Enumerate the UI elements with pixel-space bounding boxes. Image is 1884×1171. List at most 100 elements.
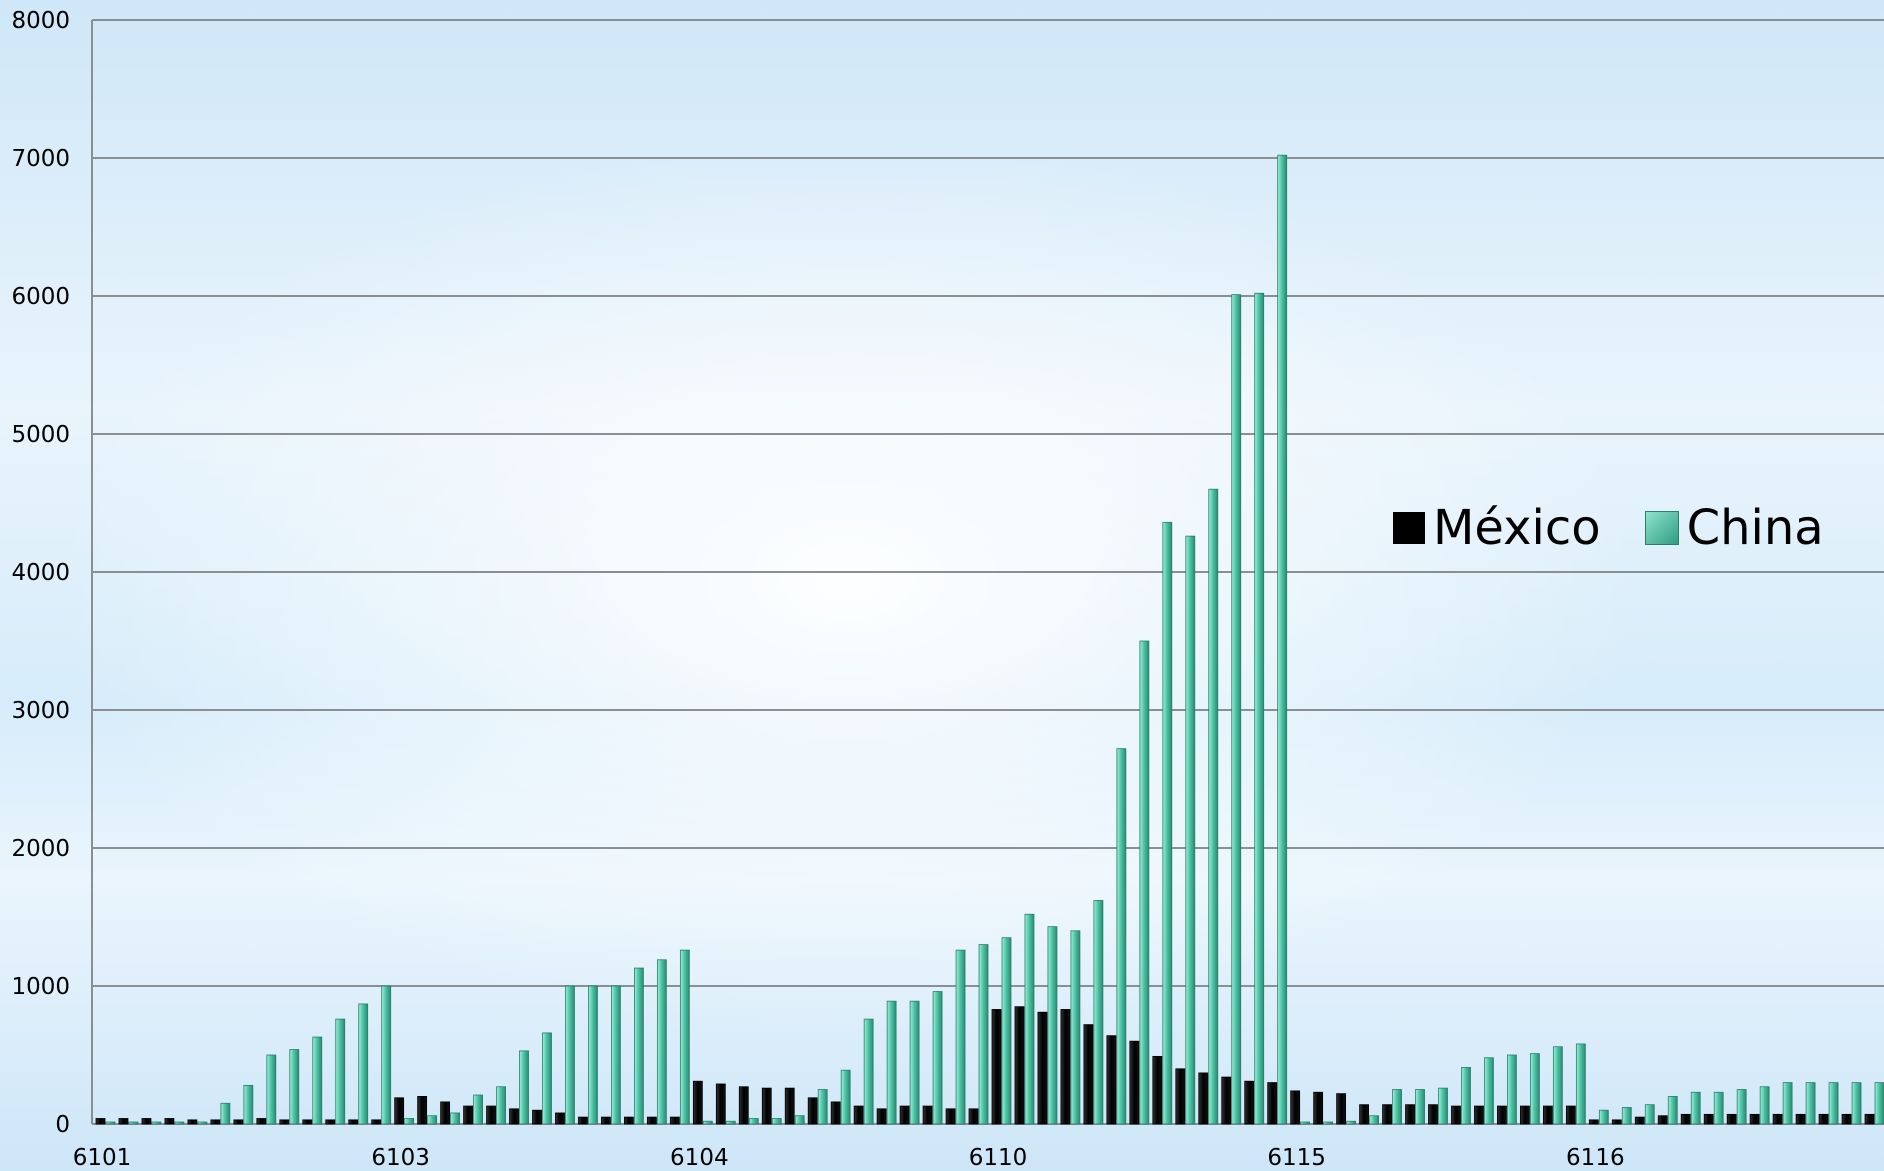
bar-mexico [1795, 1113, 1806, 1125]
bar-mexico [164, 1118, 175, 1125]
bar-china [312, 1036, 323, 1125]
bar-china [1667, 1096, 1678, 1125]
bar-mexico [1818, 1113, 1829, 1125]
bar-mexico [830, 1101, 841, 1125]
bar-china [243, 1084, 254, 1125]
bar-china [863, 1018, 874, 1125]
bar-mexico [233, 1119, 244, 1125]
bar-china [1507, 1054, 1517, 1125]
x-tick-label: 6116 [1566, 1145, 1625, 1171]
bar-china [519, 1050, 529, 1125]
bar-china [1139, 640, 1150, 1125]
bar-china [909, 1000, 920, 1125]
bar-mexico [371, 1119, 382, 1125]
bar-china [1552, 1046, 1563, 1125]
bar-mexico [486, 1105, 496, 1125]
bar-china [1001, 937, 1012, 1125]
legend-item-mexico: México [1393, 500, 1601, 556]
bar-mexico [1152, 1055, 1163, 1125]
bar-china [1874, 1082, 1884, 1125]
bar-china [1300, 1121, 1311, 1125]
bar-mexico [991, 1009, 1002, 1125]
bar-china [1162, 521, 1173, 1125]
bar-china [1690, 1091, 1701, 1125]
bar-mexico [1474, 1105, 1484, 1125]
bar-china [358, 1003, 369, 1125]
bar-china [1346, 1120, 1357, 1125]
bar-mexico [417, 1096, 428, 1125]
bar-china [725, 1120, 736, 1125]
bar-china [634, 967, 644, 1125]
bar-china [1254, 292, 1265, 1125]
bar-mexico [1313, 1091, 1324, 1125]
bar-mexico [1520, 1105, 1530, 1125]
bar-mexico [1864, 1113, 1875, 1125]
bar-china [174, 1121, 185, 1125]
x-tick-label: 6104 [670, 1145, 729, 1171]
bar-china [335, 1018, 346, 1125]
bar-mexico [1359, 1104, 1369, 1125]
bar-mexico [1014, 1006, 1025, 1125]
bar-china [1598, 1109, 1609, 1125]
legend-item-china: China [1644, 500, 1824, 556]
bar-mexico [1060, 1009, 1071, 1125]
bar-mexico [302, 1119, 313, 1125]
bar-china [1369, 1115, 1379, 1125]
bars [95, 154, 1884, 1125]
bar-china [1736, 1089, 1747, 1125]
x-tick-label: 6101 [73, 1145, 132, 1171]
bar-mexico [646, 1116, 657, 1125]
bar-mexico [715, 1083, 726, 1125]
x-tick-label: 6103 [371, 1145, 430, 1171]
bar-mexico [394, 1097, 405, 1125]
bar-mexico [187, 1119, 198, 1125]
bar-mexico [1428, 1104, 1438, 1125]
bar-china [1530, 1053, 1540, 1125]
bar-mexico [141, 1118, 152, 1125]
bar-mexico [578, 1116, 588, 1125]
bar-mexico [509, 1108, 519, 1125]
bar-china [542, 1032, 552, 1125]
y-tick-label: 4000 [11, 560, 70, 586]
y-axis-ticks: 0 1000 2000 3000 4000 5000 6000 7000 8000 [11, 8, 70, 1138]
bar-mexico [738, 1086, 749, 1125]
bar-mexico [1037, 1011, 1048, 1125]
y-tick-label: 3000 [11, 698, 70, 724]
bar-mexico [1565, 1105, 1576, 1125]
bar-china [473, 1094, 483, 1125]
bar-mexico [1382, 1104, 1392, 1125]
bar-china [794, 1115, 805, 1125]
bar-china [128, 1121, 139, 1125]
bar-china [1231, 294, 1242, 1125]
bar-mexico [210, 1119, 221, 1125]
bar-mexico [1634, 1116, 1645, 1125]
legend-label-china: China [1686, 500, 1824, 556]
bar-mexico [899, 1105, 910, 1125]
legend: México China [1393, 500, 1824, 556]
legend-label-mexico: México [1433, 500, 1601, 556]
bar-mexico [1588, 1119, 1599, 1125]
legend-swatch-mexico [1393, 512, 1425, 544]
bar-mexico [1336, 1093, 1347, 1125]
bar-mexico [348, 1119, 359, 1125]
bar-china [1621, 1107, 1632, 1125]
bar-china [1644, 1104, 1655, 1125]
bar-mexico [1497, 1105, 1507, 1125]
bar-mexico [1405, 1104, 1415, 1125]
bar-china [496, 1086, 506, 1125]
bar-mexico [807, 1097, 818, 1125]
bar-mexico [1083, 1024, 1094, 1125]
bar-mexico [1726, 1113, 1737, 1125]
bar-china [1185, 535, 1196, 1125]
bar-mexico [1221, 1076, 1232, 1125]
bar-mexico [1611, 1119, 1622, 1125]
bar-mexico [463, 1105, 473, 1125]
bar-china [1323, 1121, 1334, 1125]
bar-china [1828, 1082, 1839, 1125]
bar-mexico [761, 1087, 772, 1125]
y-tick-label: 8000 [11, 8, 70, 34]
bar-china [1415, 1089, 1425, 1125]
bar-mexico [1129, 1040, 1140, 1125]
bar-mexico [1680, 1113, 1691, 1125]
